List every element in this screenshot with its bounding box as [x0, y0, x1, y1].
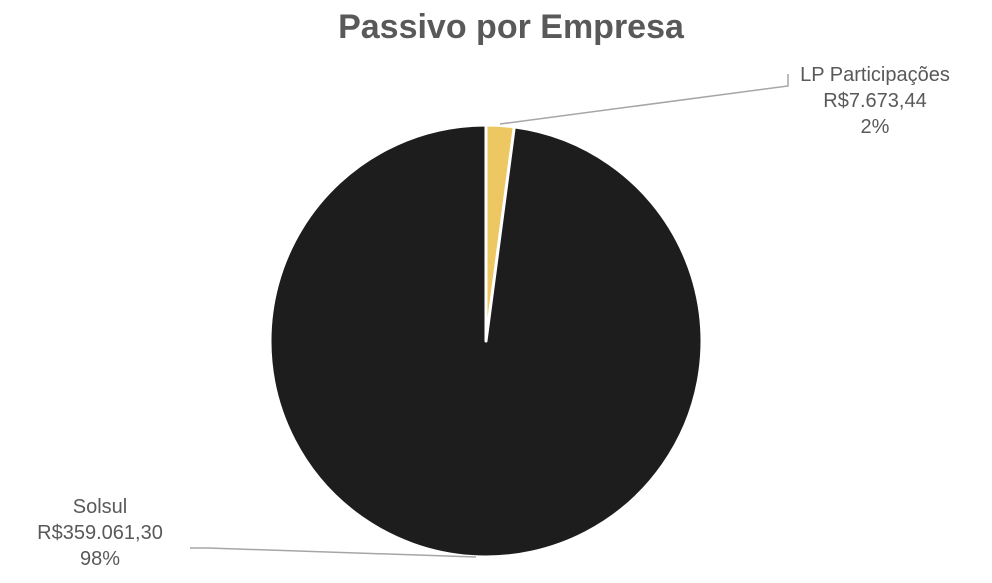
data-label-solsul: Solsul R$359.061,30 98% — [0, 494, 200, 572]
slice-value-label: R$359.061,30 — [37, 522, 163, 544]
leader-line — [190, 547, 477, 558]
slice-value-label: R$7.673,44 — [823, 90, 927, 112]
chart-title: Passivo por Empresa — [338, 8, 684, 46]
data-label-lp-participacoes: LP Participações R$7.673,44 2% — [764, 62, 986, 140]
slice-percent-label: 98% — [79, 548, 121, 570]
slice-percent-label: 2% — [860, 116, 890, 138]
slice-name-label: Solsul — [72, 496, 128, 518]
slice-name-label: LP Participações — [800, 64, 950, 86]
leader-line — [499, 74, 789, 125]
pie-slice-solsul — [268, 123, 704, 559]
